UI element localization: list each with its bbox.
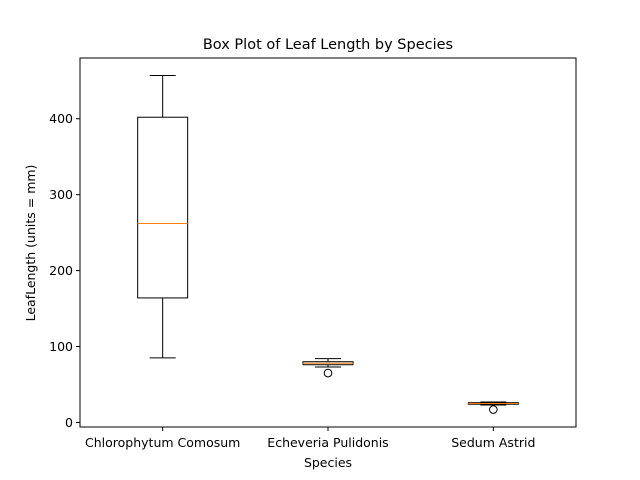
box-1 — [302, 358, 354, 378]
x-axis-label: Species — [304, 455, 352, 470]
outlier-point — [323, 368, 333, 378]
y-tick-label: 200 — [49, 263, 73, 278]
y-tick-label: 100 — [49, 339, 73, 354]
y-tick-label: 0 — [65, 415, 73, 430]
y-tick-label: 300 — [49, 187, 73, 202]
box-0 — [137, 74, 189, 359]
x-tick-label: Echeveria Pulidonis — [267, 435, 388, 450]
x-tick-label: Sedum Astrid — [451, 435, 535, 450]
y-axis: 0 100 200 300 400 — [49, 111, 80, 430]
box-2 — [467, 401, 519, 414]
iqr-box — [137, 116, 189, 299]
chart-title: Box Plot of Leaf Length by Species — [203, 37, 453, 53]
x-tick-label: Chlorophytum Comosum — [85, 435, 240, 450]
plot-frame — [79, 57, 577, 428]
x-axis: Chlorophytum Comosum Echeveria Pulidonis S… — [85, 427, 535, 450]
y-tick-label: 400 — [49, 111, 73, 126]
plot-area — [137, 74, 519, 414]
outlier-point — [489, 405, 498, 414]
y-axis-label: LeafLength (units = mm) — [23, 165, 38, 322]
